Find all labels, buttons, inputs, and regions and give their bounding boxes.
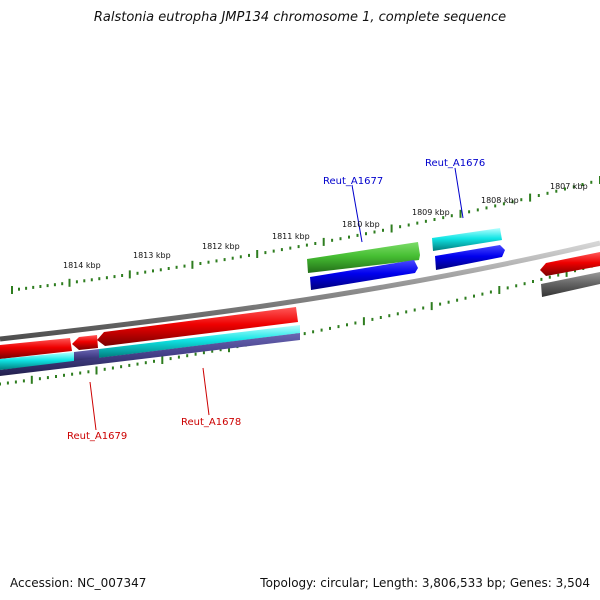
outer-position-ruler <box>11 176 600 294</box>
gene-label-reut-a1679[interactable]: Reut_A1679 <box>67 431 127 442</box>
ruler-label-1810: 1810 kbp <box>342 220 380 229</box>
gene-feature-reut-a1679-left[interactable] <box>0 338 72 359</box>
gene-label-reut-a1677[interactable]: Reut_A1677 <box>323 176 383 187</box>
forward-strand-features <box>307 228 505 290</box>
cds-feature-reut-a1676[interactable] <box>435 245 505 270</box>
genes-value: 3,504 <box>555 576 590 590</box>
topology-label: Topology: <box>260 576 317 590</box>
cds-feature-reut-a1678[interactable] <box>99 325 300 358</box>
gene-label-group: Reut_A1677 Reut_A1676 Reut_A1679 Reut_A1… <box>67 158 485 442</box>
chromosome-backbone <box>0 240 600 342</box>
accession-value: NC_007347 <box>77 576 147 590</box>
accession-label: Accession: <box>10 576 74 590</box>
gene-feature-reut-a1678[interactable] <box>97 307 298 346</box>
ruler-label-1813: 1813 kbp <box>133 251 171 260</box>
ruler-label-1811: 1811 kbp <box>272 232 310 241</box>
ruler-label-1808: 1808 kbp <box>481 196 519 205</box>
gene-feature-reut-a1677[interactable] <box>307 242 420 273</box>
gene-label-reut-a1678[interactable]: Reut_A1678 <box>181 417 241 428</box>
accession-info: Accession: NC_007347 <box>10 576 146 590</box>
misc-feature-reut-a1678[interactable] <box>0 333 300 376</box>
sequence-summary: Topology: circular; Length: 3,806,533 bp… <box>260 576 590 590</box>
pseudo-feature-right[interactable] <box>541 272 600 297</box>
inner-position-ruler <box>0 262 600 386</box>
genes-label: Genes: <box>509 576 552 590</box>
gene-feature-right[interactable] <box>540 252 600 276</box>
reverse-strand-features <box>0 252 600 376</box>
gene-feature-reut-a1679[interactable] <box>72 335 98 350</box>
ruler-labels: 1814 kbp 1813 kbp 1812 kbp 1811 kbp 1810… <box>63 182 588 270</box>
map-title: Ralstonia eutropha JMP134 chromosome 1, … <box>93 10 507 25</box>
topology-separator: ; <box>364 576 369 590</box>
leader-line-reut-a1676 <box>454 167 464 219</box>
ruler-label-1814: 1814 kbp <box>63 261 101 270</box>
gene-label-reut-a1676[interactable]: Reut_A1676 <box>425 158 485 169</box>
leader-line-reut-a1678 <box>202 367 210 416</box>
leader-line-reut-a1677 <box>351 184 363 243</box>
topology-value: circular <box>320 576 365 590</box>
cds-feature-reut-a1677[interactable] <box>310 260 418 290</box>
length-label: Length: <box>372 576 419 590</box>
ruler-label-1807: 1807 kbp <box>550 182 588 191</box>
leader-line-reut-a1679 <box>89 381 97 431</box>
cds-feature-left[interactable] <box>0 352 75 370</box>
length-value: 3,806,533 bp <box>421 576 502 590</box>
length-separator: ; <box>501 576 507 590</box>
ruler-label-1809: 1809 kbp <box>412 208 450 217</box>
gene-feature-reut-a1676[interactable] <box>432 228 502 251</box>
ruler-label-1812: 1812 kbp <box>202 242 240 251</box>
